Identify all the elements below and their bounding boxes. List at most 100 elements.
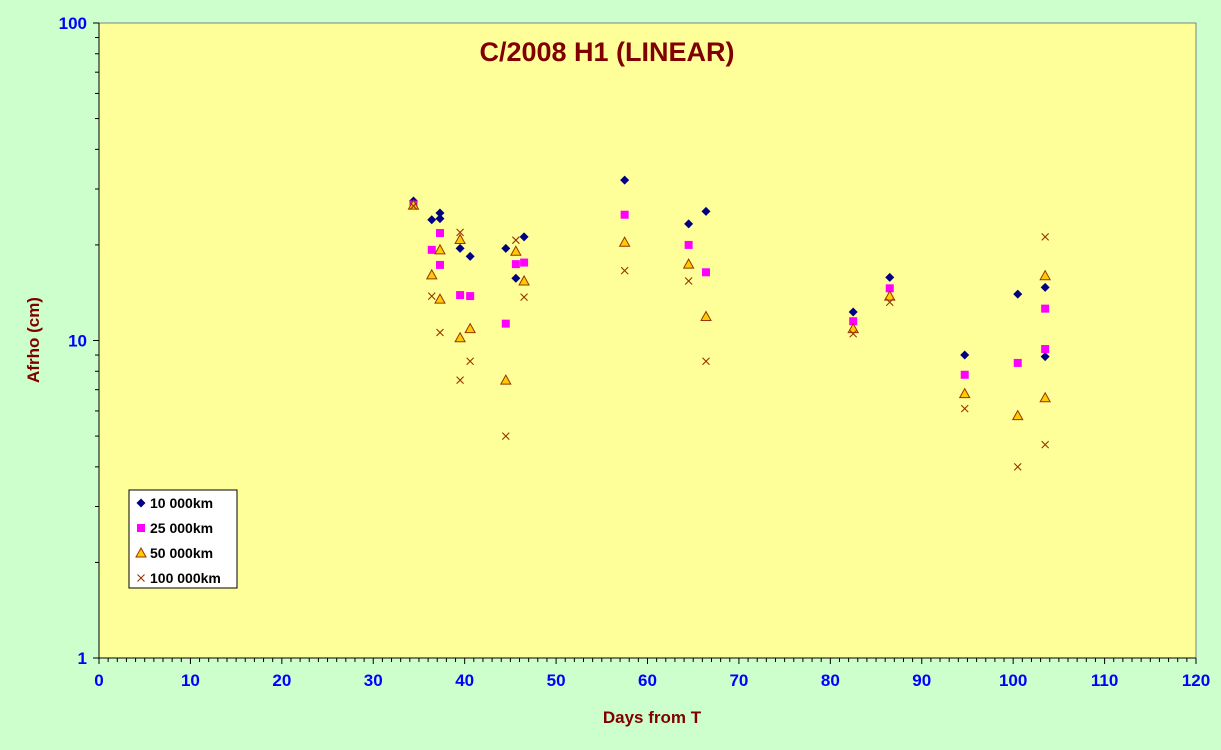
data-point [427, 215, 437, 225]
x-tick-label: 20 [272, 671, 291, 690]
x-tick-label: 110 [1091, 671, 1118, 690]
legend-marker [137, 524, 145, 532]
data-point [454, 331, 466, 343]
data-point [435, 260, 444, 269]
x-marker-stroke [702, 357, 710, 366]
y-tick-label: 1 [78, 649, 87, 668]
data-point [518, 274, 530, 286]
data-point [501, 319, 510, 328]
data-point [700, 310, 712, 322]
data-point [684, 219, 694, 229]
x-marker-stroke [511, 236, 520, 245]
x-tick-label: 0 [94, 671, 103, 690]
x-tick-label: 30 [364, 671, 383, 690]
data-point [620, 266, 629, 275]
data-point [960, 404, 969, 413]
data-point [434, 243, 446, 255]
x-marker-stroke [960, 404, 969, 413]
data-point [1041, 232, 1050, 241]
data-point [960, 370, 969, 379]
data-point [618, 236, 631, 247]
x-marker-stroke [466, 357, 475, 366]
data-point [466, 357, 475, 366]
x-axis-title: Days from T [603, 708, 702, 727]
data-point [1013, 289, 1023, 299]
x-marker-stroke [436, 328, 444, 337]
data-point [958, 387, 971, 399]
data-point [1013, 358, 1022, 367]
x-marker-stroke [427, 292, 436, 300]
legend-marker [135, 546, 147, 558]
data-point [407, 199, 420, 210]
x-marker-stroke [885, 298, 894, 307]
series-10-000km [408, 175, 1050, 362]
data-point [1013, 462, 1022, 471]
y-tick-label: 10 [68, 332, 87, 351]
data-point [1041, 345, 1050, 354]
data-point [409, 202, 418, 211]
data-point [960, 350, 970, 360]
y-tick-label: 100 [59, 14, 87, 33]
data-point [510, 245, 522, 256]
legend: 10 000km 25 000km 50 000km 100 000km [128, 489, 238, 589]
data-point [1039, 391, 1052, 403]
data-point [702, 268, 711, 277]
data-point [1041, 304, 1050, 313]
chart-title: C/2008 H1 (LINEAR) [479, 37, 734, 67]
data-point [684, 277, 693, 285]
data-point [436, 328, 444, 337]
legend-label: 50 000km [150, 545, 213, 561]
data-point [511, 260, 520, 269]
data-point [519, 232, 529, 242]
x-marker-stroke [409, 202, 418, 211]
y-axis-title: Afrho (cm) [24, 297, 43, 383]
series-50-000km [407, 199, 1052, 421]
data-point [427, 292, 436, 300]
data-point [520, 258, 529, 267]
data-point [885, 298, 894, 307]
x-tick-label: 120 [1182, 671, 1210, 690]
x-marker-stroke [1041, 232, 1050, 241]
data-point [620, 175, 630, 185]
data-point [682, 258, 695, 269]
x-marker-stroke [501, 432, 510, 440]
legend-box [128, 489, 238, 589]
data-point [454, 233, 466, 245]
data-point [425, 268, 438, 280]
data-point [885, 272, 895, 282]
x-marker-stroke [620, 266, 629, 275]
data-point [684, 240, 693, 249]
x-tick-label: 50 [547, 671, 566, 690]
series-100-000km [409, 202, 1050, 471]
data-point [499, 374, 512, 385]
x-tick-label: 80 [821, 671, 840, 690]
x-marker-stroke [684, 277, 693, 285]
data-point [501, 243, 511, 253]
data-point [883, 290, 896, 301]
data-point [511, 273, 521, 283]
data-point [456, 228, 464, 237]
data-point [702, 357, 710, 366]
data-point [501, 432, 510, 440]
x-tick-label: 90 [912, 671, 931, 690]
x-tick-label: 70 [729, 671, 748, 690]
data-point [1041, 440, 1050, 449]
x-tick-label: 60 [638, 671, 657, 690]
x-marker-stroke [849, 329, 858, 338]
x-marker-stroke [520, 293, 528, 301]
data-point [701, 206, 711, 216]
data-point [1040, 352, 1050, 362]
data-point [849, 317, 858, 326]
data-point [847, 322, 860, 334]
x-tick-label: 100 [999, 671, 1027, 690]
data-points-layer [407, 175, 1052, 471]
data-point [434, 293, 446, 304]
data-point [466, 292, 475, 301]
legend-marker [137, 574, 145, 582]
x-tick-label: 40 [455, 671, 474, 690]
data-point [620, 210, 629, 219]
data-point [520, 293, 528, 301]
data-point [435, 229, 444, 238]
